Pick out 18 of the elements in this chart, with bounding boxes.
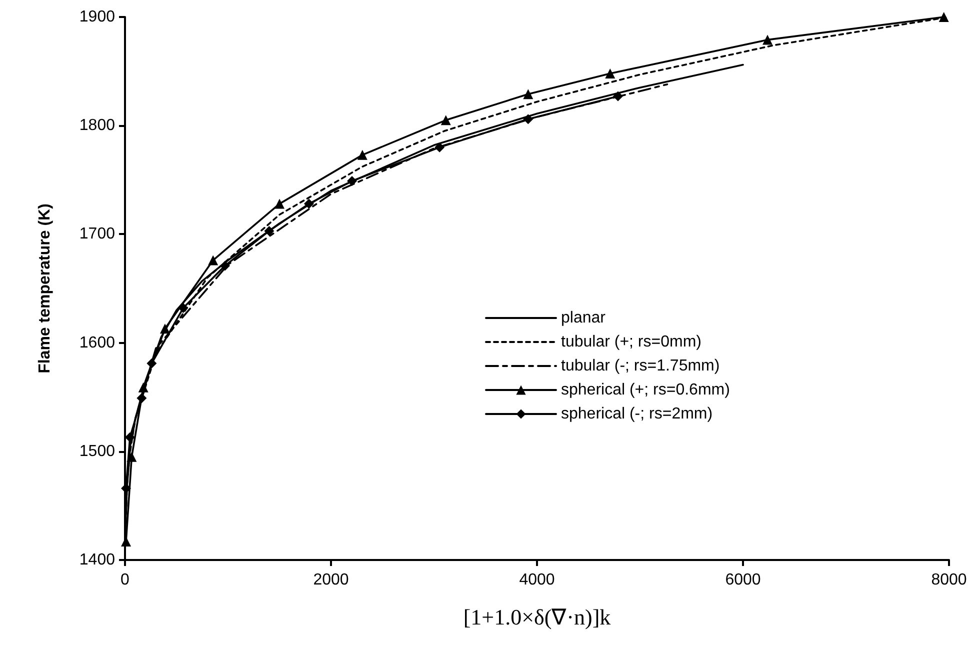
legend-label: spherical (-; rs=2mm) (561, 406, 713, 422)
legend-label: planar (561, 310, 606, 326)
x-tick-label: 8000 (931, 572, 967, 588)
y-tick-label: 1800 (79, 117, 116, 134)
y-tick-label: 1600 (79, 334, 116, 352)
x-tick-label: 4000 (519, 572, 555, 588)
x-axis-title: [1+1.0×δ(∇·n)]k (463, 604, 611, 630)
legend-label: spherical (+; rs=0.6mm) (561, 382, 730, 398)
legend-label: tubular (+; rs=0mm) (561, 334, 702, 350)
y-tick-label: 1900 (79, 8, 116, 26)
legend-label: tubular (-; rs=1.75mm) (561, 358, 720, 374)
y-tick-label: 1700 (79, 226, 116, 243)
y-tick-label: 1400 (79, 552, 116, 568)
x-tick-label: 0 (120, 572, 130, 588)
y-tick-label: 1500 (79, 442, 116, 460)
y-axis-title: Flame temperature (K) (36, 204, 54, 374)
x-tick-label: 2000 (313, 572, 349, 588)
x-tick-label: 6000 (725, 572, 761, 588)
